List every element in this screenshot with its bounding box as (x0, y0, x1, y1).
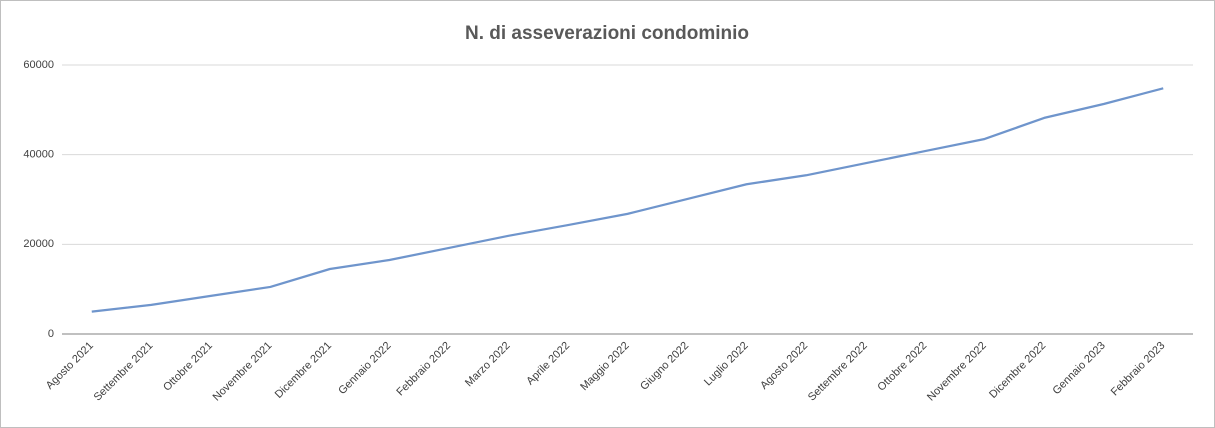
data-line (91, 87, 1164, 313)
y-tick-label: 20000 (23, 238, 54, 250)
y-tick-label: 60000 (23, 59, 54, 71)
chart-title: N. di asseverazioni condominio (465, 23, 749, 44)
y-tick-label: 40000 (23, 149, 54, 161)
y-tick-label: 0 (48, 328, 54, 340)
